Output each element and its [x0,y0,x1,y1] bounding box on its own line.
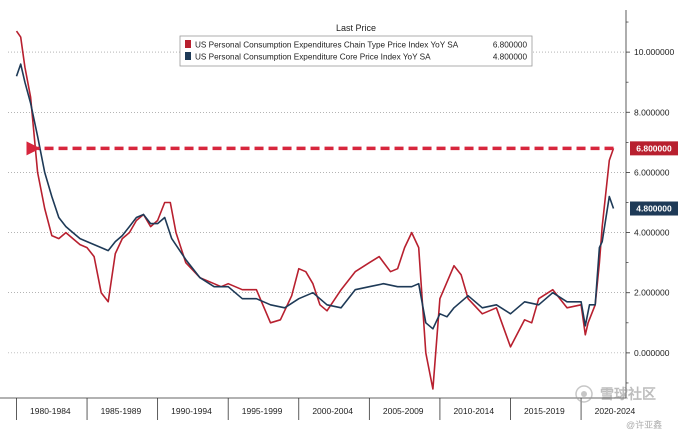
x-axis: 1980-1984 1985-1989 1990-1994 1995-1999 2000… [0,397,636,420]
legend-value-pce: 6.800000 [493,41,528,50]
legend-value-core: 4.800000 [493,53,528,62]
x-tick-label: 1995-1999 [242,406,283,416]
legend-label-pce: US Personal Consumption Expenditures Cha… [195,41,459,50]
x-tick-label: 2015-2019 [524,406,565,416]
watermark-author-text: @许亚鑫 [626,419,662,430]
y-tick-label: 8.000000 [634,107,670,117]
y-axis: 0.000000 2.000000 4.000000 6.000000 8.000000… [625,10,674,398]
last-value-tag-pce-text: 6.800000 [636,143,672,153]
watermark: 雪球社区 @许亚鑫 [575,385,662,430]
last-value-tag-pce: 6.800000 [630,141,678,156]
series-layer [15,30,615,390]
legend-swatch-core [185,52,191,60]
last-value-tag-core-text: 4.800000 [636,204,672,214]
legend-title: Last Price [336,23,376,33]
watermark-logo-dot [581,391,587,397]
legend-box [179,35,533,67]
y-tick-label: 0.000000 [634,348,670,358]
grid-layer [8,51,626,354]
last-value-tag-pce-bg [630,141,678,156]
series-line-pce [15,30,615,390]
legend-label-core: US Personal Consumption Expenditure Core… [195,53,431,62]
y-tick-label: 2.000000 [634,288,670,298]
x-tick-label: 2005-2009 [383,406,424,416]
x-tick-label: 1985-1989 [101,406,142,416]
y-tick-label: 10.000000 [634,47,674,57]
legend: Last Price US Personal Consumption Expen… [179,23,533,67]
last-value-tag-core: 4.800000 [630,201,678,216]
series-line-core [15,63,615,330]
y-tick-label: 6.000000 [634,167,670,177]
x-tick-label: 2010-2014 [453,406,494,416]
x-tick-label: 2020-2024 [595,406,636,416]
y-tick-label: 4.000000 [634,228,670,238]
x-tick-label: 1980-1984 [30,406,71,416]
watermark-logo-icon [575,385,593,403]
x-tick-label: 1990-1994 [171,406,212,416]
x-tick-label: 2000-2004 [312,406,353,416]
last-value-tag-core-bg [630,201,678,216]
legend-swatch-pce [185,40,191,48]
watermark-logo-text: 雪球社区 [600,386,656,402]
